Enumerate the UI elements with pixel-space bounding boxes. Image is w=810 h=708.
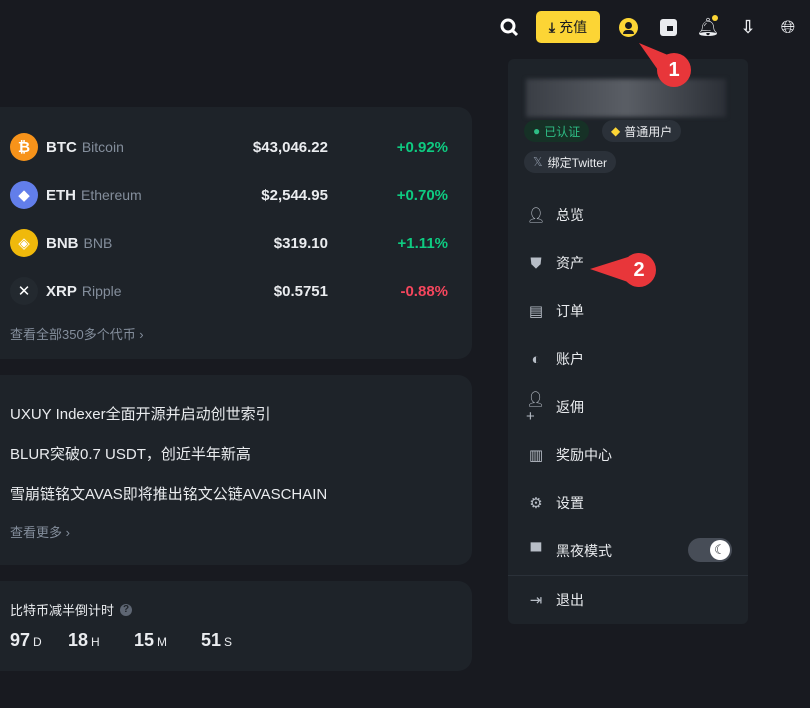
countdown-days: 97 D bbox=[10, 630, 42, 650]
menu-item-assets[interactable]: ⛊ 资产 bbox=[526, 251, 584, 275]
news-item[interactable]: BLUR突破0.7 USDT，创近半年新高 bbox=[10, 446, 251, 463]
download-app-icon[interactable]: ⇩ bbox=[740, 16, 756, 37]
gear-icon: ⚙ bbox=[529, 495, 543, 512]
xrp-icon: ✕ bbox=[10, 277, 38, 305]
news-card: UXUY Indexer全面开源并启动创世索引 BLUR突破0.7 USDT，创… bbox=[0, 375, 472, 565]
menu-divider bbox=[508, 575, 748, 576]
bell-icon[interactable]: 🔔︎ bbox=[696, 15, 720, 37]
user-level-badge[interactable]: ◆ 普通用户 bbox=[602, 120, 682, 142]
callout-2: 2 bbox=[622, 253, 656, 287]
countdown-hours: 18 H bbox=[68, 630, 100, 650]
news-item[interactable]: UXUY Indexer全面开源并启动创世索引 bbox=[10, 406, 271, 423]
help-icon[interactable]: ? bbox=[120, 603, 133, 616]
globe-icon[interactable]: 🌐︎ bbox=[780, 16, 796, 37]
shield-icon: ⛊ bbox=[530, 254, 542, 272]
check-icon: ● bbox=[533, 124, 541, 138]
wallet-icon[interactable] bbox=[657, 12, 679, 42]
orders-icon: ▤ bbox=[528, 303, 544, 320]
menu-item-settings[interactable]: ⚙ 设置 bbox=[526, 491, 584, 515]
menu-item-rewards[interactable]: ▥ 奖励中心 bbox=[526, 443, 612, 467]
coin-row-xrp[interactable]: ✕ XRP Ripple $0.5751 -0.88% bbox=[10, 276, 448, 306]
ticket-icon: ▥ bbox=[528, 447, 544, 464]
news-item[interactable]: 雪崩链铭文AVAS即将推出铭文公链AVASCHAIN bbox=[10, 486, 328, 503]
dark-mode-toggle[interactable]: ☾ bbox=[688, 538, 732, 562]
countdown-seconds: 51 S bbox=[201, 630, 233, 650]
account-icon: ◐ bbox=[531, 350, 541, 368]
view-all-coins-link[interactable]: 查看全部350多个代币 › bbox=[10, 327, 144, 342]
view-more-news-link[interactable]: 查看更多 › bbox=[10, 525, 70, 540]
coin-row-bnb[interactable]: ◈ BNB BNB $319.10 +1.11% bbox=[10, 228, 448, 258]
bnb-icon: ◈ bbox=[10, 229, 38, 257]
coin-row-btc[interactable]: ₿ BTC Bitcoin $43,046.22 +0.92% bbox=[10, 132, 448, 162]
user-icon[interactable] bbox=[617, 12, 639, 42]
deposit-button[interactable]: ⤓ 充值 bbox=[536, 11, 600, 43]
eth-icon: ◆ bbox=[10, 181, 38, 209]
download-icon: ⤓ bbox=[548, 18, 556, 35]
markets-card: ₿ BTC Bitcoin $43,046.22 +0.92% ◆ ETH Ethereum… bbox=[0, 107, 472, 359]
user-dropdown-menu: ● 已认证 ◆ 普通用户 𝕏 绑定Twitter 👤︎ 总览 ⛊ 资产 ▤ 订单 ◐ 账户 👤… bbox=[508, 59, 748, 624]
bind-twitter-button[interactable]: 𝕏 绑定Twitter bbox=[524, 151, 617, 173]
verified-badge: ● 已认证 bbox=[524, 120, 590, 142]
diamond-icon: ◆ bbox=[611, 124, 621, 138]
countdown-minutes: 15 M bbox=[134, 630, 168, 650]
person-icon: 👤︎ bbox=[526, 207, 546, 224]
x-icon: 𝕏 bbox=[533, 155, 543, 169]
callout-1: 1 bbox=[657, 53, 691, 87]
callout-pointer-2 bbox=[590, 257, 628, 282]
paint-roller-icon: ▀ bbox=[530, 542, 542, 560]
menu-item-overview[interactable]: 👤︎ 总览 bbox=[526, 207, 584, 224]
coin-row-eth[interactable]: ◆ ETH Ethereum $2,544.95 +0.70% bbox=[10, 180, 448, 210]
menu-item-dark-mode: ▀ 黑夜模式 bbox=[526, 539, 612, 563]
add-person-icon: 👤︎+ bbox=[526, 390, 546, 425]
search-icon[interactable] bbox=[496, 12, 522, 42]
menu-item-account[interactable]: ◐ 账户 bbox=[526, 347, 584, 371]
logout-icon: ⇥ bbox=[529, 592, 543, 609]
btc-icon: ₿ bbox=[10, 133, 38, 161]
menu-item-orders[interactable]: ▤ 订单 bbox=[526, 299, 584, 323]
halving-card bbox=[0, 581, 472, 671]
username-blurred bbox=[526, 79, 726, 117]
moon-icon: ☾ bbox=[710, 540, 730, 560]
menu-item-logout[interactable]: ⇥ 退出 bbox=[526, 588, 584, 612]
menu-item-referral[interactable]: 👤︎+ 返佣 bbox=[526, 390, 584, 425]
halving-title: 比特币减半倒计时? bbox=[10, 600, 133, 619]
